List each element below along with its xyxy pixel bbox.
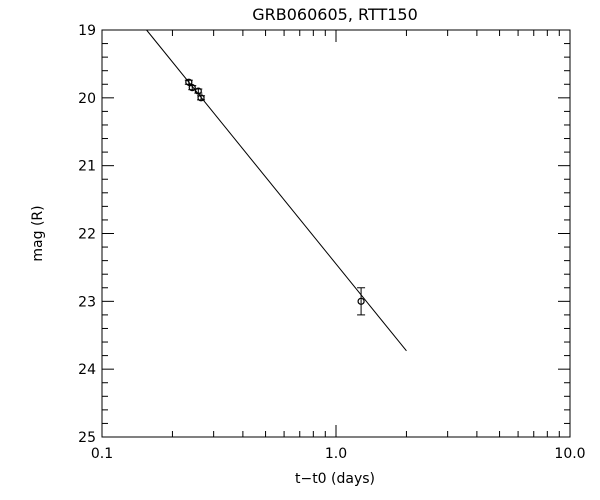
chart-title: GRB060605, RTT150	[252, 5, 418, 24]
data-point	[194, 87, 203, 95]
data-point	[188, 84, 197, 92]
x-tick-label: 0.1	[91, 446, 113, 462]
data-point	[197, 94, 206, 102]
x-tick-label: 1.0	[325, 446, 347, 462]
y-tick-label: 20	[78, 91, 96, 107]
point-marker	[194, 87, 202, 95]
data-points	[184, 78, 366, 316]
y-tick-label: 22	[78, 227, 96, 243]
y-axis-label: mag (R)	[30, 205, 46, 261]
y-tick-label: 25	[78, 430, 96, 446]
y-tick-label: 24	[78, 362, 96, 378]
axis-ticks	[101, 29, 571, 438]
point-marker	[188, 84, 196, 92]
x-tick-label: 10.0	[554, 446, 585, 462]
data-point	[357, 287, 366, 316]
fit-line	[146, 29, 407, 352]
x-axis-label: t−t0 (days)	[295, 471, 375, 487]
point-marker	[197, 94, 205, 102]
plot-frame	[101, 29, 571, 438]
y-tick-label: 23	[78, 294, 96, 310]
point-marker	[357, 297, 365, 305]
y-tick-label: 19	[78, 23, 96, 39]
tick-labels: 0.1 1.0 10.0 19 20 21 22 23 24 25	[78, 23, 585, 462]
y-tick-label: 21	[78, 159, 96, 175]
